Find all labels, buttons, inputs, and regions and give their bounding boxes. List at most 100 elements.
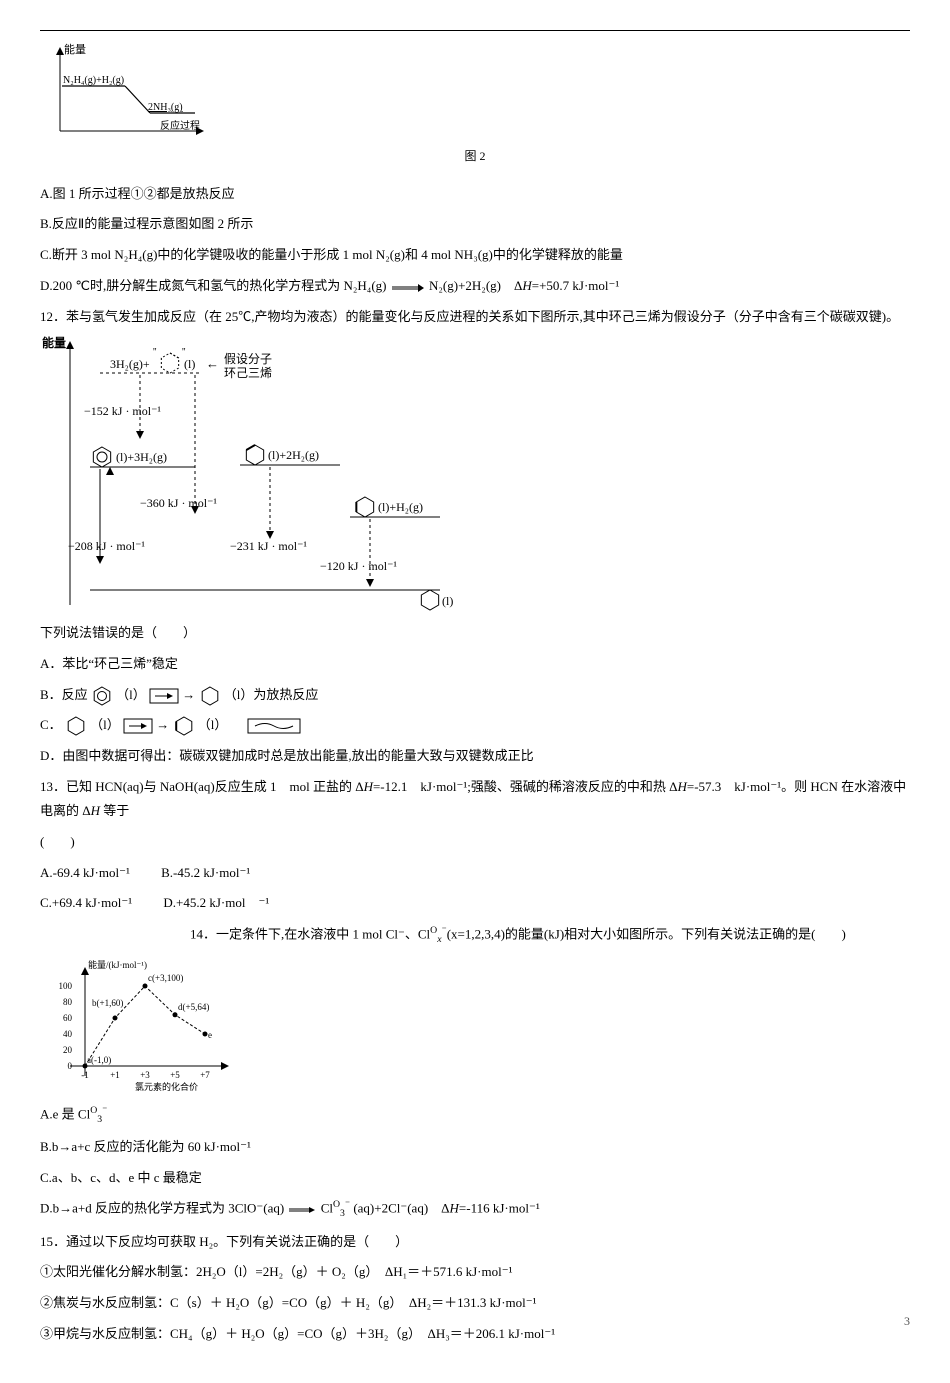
q14-d-tail: =-116 kJ·mol⁻¹ [459,1201,540,1216]
q14-d-post: (aq)+2Cl⁻(aq) Δ [353,1201,449,1216]
q14-opt-d: D.b→a+d 反应的热化学方程式为 3ClO⁻(aq) ClO3⁻ (aq)+… [40,1196,910,1223]
arrow-box-icon [149,688,179,704]
q14-a-pre: A.e 是 Cl [40,1106,90,1121]
svg-text:b(+1,60): b(+1,60) [92,998,123,1008]
q14-stem: 14．一定条件下,在水溶液中 1 mol Cl⁻、ClOx⁻(x=1,2,3,4… [40,922,910,949]
svg-text:−120 kJ · mol⁻¹: −120 kJ · mol⁻¹ [320,559,397,573]
q12-b-pre: B．反应 [40,687,88,702]
svg-text:60: 60 [63,1013,73,1023]
q12-figure: 能量 3H₂(g)+ '' '' (l) ← 假设分子 环己三烯 −152 kJ… [40,335,910,615]
q14-post: (x=1,2,3,4)的能量(kJ)相对大小如图所示。下列有关说法正确的是( ) [447,926,846,941]
q14-chart: 能量/(kJ·mol⁻¹) 0 20 40 60 80 100 -1 +1 +3… [40,956,910,1096]
svg-text:−208 kJ · mol⁻¹: −208 kJ · mol⁻¹ [68,539,145,553]
q13-opt-c: C.+69.4 kJ·mol⁻¹ [40,895,132,910]
svg-text:环己三烯: 环己三烯 [224,366,272,380]
svg-text:−152 kJ · mol⁻¹: −152 kJ · mol⁻¹ [84,404,161,418]
cyclohexene-icon [173,715,195,737]
svg-text:20: 20 [63,1045,73,1055]
q13-pre: 13．已知 HCN(aq)与 NaOH(aq)反应生成 1 mol 正盐的 Δ [40,779,364,794]
q11-opt-c: C.断开 3 mol N₂H₄(g)中的化学键吸收的能量小于形成 1 mol N… [40,243,910,268]
blank-box-icon [247,718,301,734]
q12-opt-a: A．苯比“环己三烯”稳定 [40,652,910,677]
svg-text:(l): (l) [442,594,453,608]
svg-text:100: 100 [59,981,73,991]
svg-text:3H₂(g)+: 3H₂(g)+ [110,357,150,371]
q15-r2: ②焦炭与水反应制氢：C（s）＋ H₂O（g）=CO（g）＋ H₂（g） ΔH₂＝… [40,1291,910,1316]
q14-a-sup2: ⁻ [102,1105,107,1116]
q12-b-post: （l）为放热反应 [224,687,319,702]
svg-text:←: ← [206,356,219,371]
q12-c-post: （l） [198,717,228,732]
page-number: 3 [904,1310,910,1333]
q14-opt-c: C.a、b、c、d、e 中 c 最稳定 [40,1166,910,1191]
q11-opt-a: A.图 1 所示过程①②都是放热反应 [40,182,910,207]
svg-text:+5: +5 [170,1070,180,1080]
q11-opt-b: B.反应Ⅱ的能量过程示意图如图 2 所示 [40,212,910,237]
q11-d-post: N₂(g)+2H₂(g) Δ [429,278,522,293]
q11-d-tail: =+50.7 kJ·mol⁻¹ [532,278,620,293]
q15-r1: ①太阳光催化分解水制氢：2H₂O（l）=2H₂（g）＋ O₂（g） ΔH₁＝＋5… [40,1260,910,1285]
italic-h: H [522,278,531,293]
q11-opt-d: D.200 ℃时,肼分解生成氮气和氢气的热化学方程式为 N₂H₄(g) N₂(g… [40,274,910,299]
svg-text:0: 0 [68,1061,73,1071]
svg-text:+3: +3 [140,1070,150,1080]
cyclohexane-icon [65,715,87,737]
figure-2: 能量 N₂H₄(g)+H₂(g) 2NH₃(g) 反应过程 [40,41,910,141]
arrow-box-icon [123,718,153,734]
q14-d-pre: D.b→a+d 反应的热化学方程式为 3ClO⁻(aq) [40,1201,284,1216]
svg-text:−231 kJ · mol⁻¹: −231 kJ · mol⁻¹ [230,539,307,553]
q14-opt-a: A.e 是 ClO3⁻ [40,1102,910,1129]
y-axis-label: 能量 [64,42,86,56]
eq-arrow-icon [390,282,426,292]
svg-text:(l)+3H₂(g): (l)+3H₂(g) [116,450,167,464]
q14-opt-b: B.b→a+c 反应的活化能为 60 kJ·mol⁻¹ [40,1135,910,1160]
q13-opt-d: D.+45.2 kJ·mol ⁻¹ [163,895,269,910]
svg-text:+7: +7 [200,1070,210,1080]
svg-text:假设分子: 假设分子 [224,352,272,366]
products-label: 2NH₃(g) [148,102,183,113]
svg-text:a(-1,0): a(-1,0) [87,1055,111,1065]
q12-c-pre: C． [40,717,62,732]
top-rule [40,30,910,31]
svg-text:(l)+H₂(g): (l)+H₂(g) [378,500,423,514]
svg-text:80: 80 [63,997,73,1007]
q13-stem: 13．已知 HCN(aq)与 NaOH(aq)反应生成 1 mol 正盐的 ΔH… [40,775,910,824]
x-axis-label: 反应过程 [160,119,200,132]
q12-opt-c: C． （l） → （l） [40,713,910,738]
q15-stem: 15．通过以下反应均可获取 H₂。下列有关说法正确的是（ ） [40,1230,910,1255]
q11-d-pre: D.200 ℃时,肼分解生成氮气和氢气的热化学方程式为 N₂H₄(g) [40,278,387,293]
q13-opts-row2: C.+69.4 kJ·mol⁻¹ D.+45.2 kJ·mol ⁻¹ [40,891,910,916]
q14-d-mid: Cl [321,1201,333,1216]
q12-stem: 12．苯与氢气发生加成反应（在 25℃,产物均为液态）的能量变化与反应进程的关系… [40,305,910,330]
q12-b-mid: （l） [116,687,146,702]
q13-mid: =-12.1 kJ·mol⁻¹;强酸、强碱的稀溶液反应的中和热 Δ [373,779,678,794]
svg-text:能量/(kJ·mol⁻¹): 能量/(kJ·mol⁻¹) [88,959,147,970]
svg-text:−360 kJ · mol⁻¹: −360 kJ · mol⁻¹ [140,496,217,510]
svg-text:能量: 能量 [42,335,66,350]
q12-opt-d: D．由图中数据可得出：碳碳双键加成时总是放出能量,放出的能量大致与双键数成正比 [40,744,910,769]
svg-text:-1: -1 [81,1070,89,1080]
energy-diagram-2: 能量 N₂H₄(g)+H₂(g) 2NH₃(g) 反应过程 [40,41,210,141]
q13-opt-b: B.-45.2 kJ·mol⁻¹ [161,865,250,880]
reactants-label: N₂H₄(g)+H₂(g) [63,75,124,86]
svg-text:d(+5,64): d(+5,64) [178,1002,209,1012]
eq-arrow-icon [287,1205,317,1215]
svg-text:(l): (l) [184,357,195,371]
benzene-icon [91,685,113,707]
q14-d-sup2: ⁻ [345,1199,350,1210]
q12-opt-b: B．反应 （l） → （l）为放热反应 [40,683,910,708]
svg-text:'': '' [153,347,157,358]
svg-text:e: e [208,1030,212,1040]
svg-text:+1: +1 [110,1070,120,1080]
q13-opts-row1: A.-69.4 kJ·mol⁻¹ B.-45.2 kJ·mol⁻¹ [40,861,910,886]
q14-d-sup: O [333,1199,340,1210]
svg-text:氯元素的化合价: 氯元素的化合价 [135,1081,198,1092]
svg-text:c(+3,100): c(+3,100) [148,973,183,983]
q13-tail: 等于 [100,803,129,818]
q13-paren: ( ) [40,830,910,855]
q12-c-mid: （l） [90,717,120,732]
q13-opt-a: A.-69.4 kJ·mol⁻¹ [40,865,130,880]
q14-pre: 14．一定条件下,在水溶液中 1 mol Cl⁻、Cl [190,926,430,941]
svg-text:40: 40 [63,1029,73,1039]
figure-2-caption: 图 2 [40,145,910,168]
